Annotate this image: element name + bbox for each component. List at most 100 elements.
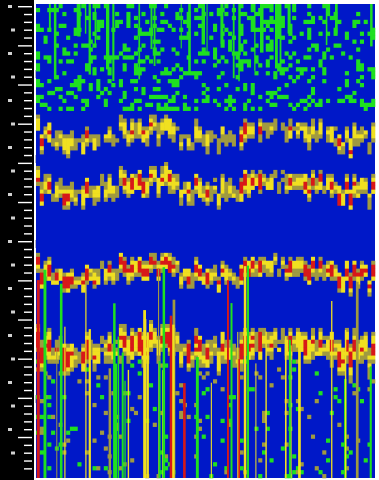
- heatmap-cell: [39, 280, 44, 285]
- heatmap-cell: [122, 272, 127, 277]
- heatmap-cell: [84, 177, 90, 183]
- heatmap-cell: [326, 339, 331, 344]
- heatmap-cell: [122, 339, 127, 344]
- heatmap-cell: [280, 15, 285, 21]
- heatmap-cell: [258, 327, 263, 333]
- heatmap-cell: [318, 31, 323, 36]
- heatmap-cell: [62, 146, 67, 151]
- heatmap-cell: [141, 177, 146, 183]
- heatmap-cell: [314, 189, 319, 194]
- energy-streak: [162, 267, 166, 478]
- heatmap-cell: [36, 63, 41, 68]
- heatmap-cell: [295, 268, 300, 273]
- heatmap-cell: [73, 43, 78, 48]
- heatmap-cell: [92, 4, 97, 9]
- heatmap-cell: [194, 59, 199, 64]
- heatmap-cell: [100, 90, 105, 96]
- heatmap-cell: [239, 181, 244, 186]
- heatmap-cell: [254, 177, 259, 183]
- heatmap-cell: [47, 256, 52, 262]
- y-tick-mark: [24, 60, 32, 63]
- heatmap-cell: [118, 122, 123, 127]
- heatmap-cell: [239, 59, 244, 64]
- heatmap-cell: [318, 391, 323, 396]
- heatmap-cell: [164, 126, 169, 131]
- heatmap-cell: [224, 280, 229, 285]
- heatmap-cell: [269, 458, 274, 463]
- heatmap-cell: [160, 343, 165, 348]
- heatmap-cell: [175, 335, 180, 341]
- heatmap-cell: [284, 83, 289, 88]
- heatmap-cell: [269, 343, 274, 348]
- heatmap-cell: [54, 197, 59, 202]
- heatmap-cell: [149, 383, 154, 388]
- heatmap-cell: [96, 355, 101, 360]
- heatmap-cell: [186, 138, 191, 143]
- heatmap-cell: [303, 181, 308, 186]
- heatmap-cell: [329, 276, 334, 281]
- heatmap-cell: [303, 67, 308, 72]
- heatmap-cell: [39, 83, 44, 88]
- heatmap-cell: [130, 177, 135, 183]
- heatmap-cell: [84, 272, 90, 277]
- heatmap-cell: [216, 197, 221, 202]
- heatmap-cell: [197, 272, 203, 277]
- energy-streak: [285, 336, 287, 478]
- heatmap-cell: [81, 367, 86, 372]
- heatmap-cell: [194, 339, 199, 344]
- heatmap-cell: [69, 83, 74, 88]
- heatmap-cell: [273, 118, 278, 123]
- heatmap-cell: [145, 138, 150, 143]
- heatmap-cell: [314, 347, 319, 352]
- heatmap-cell: [280, 126, 285, 131]
- heatmap-cell: [133, 35, 138, 40]
- heatmap-cell: [118, 83, 123, 88]
- heatmap-cell: [262, 414, 267, 420]
- heatmap-cell: [341, 470, 346, 475]
- heatmap-cell: [246, 122, 251, 127]
- heatmap-cell: [69, 106, 74, 111]
- heatmap-cell: [239, 351, 244, 356]
- heatmap-cell: [224, 359, 229, 364]
- heatmap-cell: [141, 31, 146, 36]
- heatmap-cell: [292, 367, 297, 372]
- heatmap-cell: [107, 67, 112, 72]
- y-tick-glyph: [8, 193, 12, 196]
- heatmap-cell: [310, 256, 316, 262]
- heatmap-cell: [310, 327, 316, 333]
- heatmap-cell: [118, 165, 123, 171]
- heatmap-cell: [171, 138, 176, 143]
- heatmap-cell: [201, 359, 206, 364]
- heatmap-cell: [288, 331, 293, 337]
- heatmap-cell: [216, 355, 221, 360]
- heatmap-cell: [235, 51, 240, 56]
- heatmap-cell: [179, 146, 184, 151]
- heatmap-cell: [318, 327, 323, 333]
- heatmap-cell: [284, 138, 289, 143]
- heatmap-cell: [201, 83, 206, 88]
- heatmap-cell: [160, 11, 165, 17]
- heatmap-cell: [39, 197, 44, 202]
- heatmap-cell: [133, 63, 138, 68]
- heatmap-cell: [239, 264, 244, 269]
- heatmap-cell: [344, 327, 349, 333]
- heatmap-cell: [96, 35, 101, 40]
- heatmap-cell: [205, 347, 210, 352]
- heatmap-cell: [69, 355, 74, 360]
- heatmap-cell: [58, 86, 63, 92]
- heatmap-cell: [149, 122, 154, 127]
- heatmap-cell: [341, 197, 346, 202]
- heatmap-cell: [326, 335, 331, 341]
- heatmap-cell: [363, 19, 368, 25]
- heatmap-cell: [47, 276, 52, 281]
- heatmap-cell: [314, 43, 319, 48]
- heatmap-cell: [118, 335, 123, 341]
- heatmap-cell: [363, 347, 368, 352]
- heatmap-cell: [228, 402, 233, 408]
- y-tick-mark: [24, 264, 32, 266]
- heatmap-cell: [47, 335, 52, 341]
- heatmap-cell: [92, 185, 97, 190]
- heatmap-cell: [152, 422, 157, 427]
- heatmap-cell: [186, 142, 191, 147]
- heatmap-cell: [92, 146, 97, 151]
